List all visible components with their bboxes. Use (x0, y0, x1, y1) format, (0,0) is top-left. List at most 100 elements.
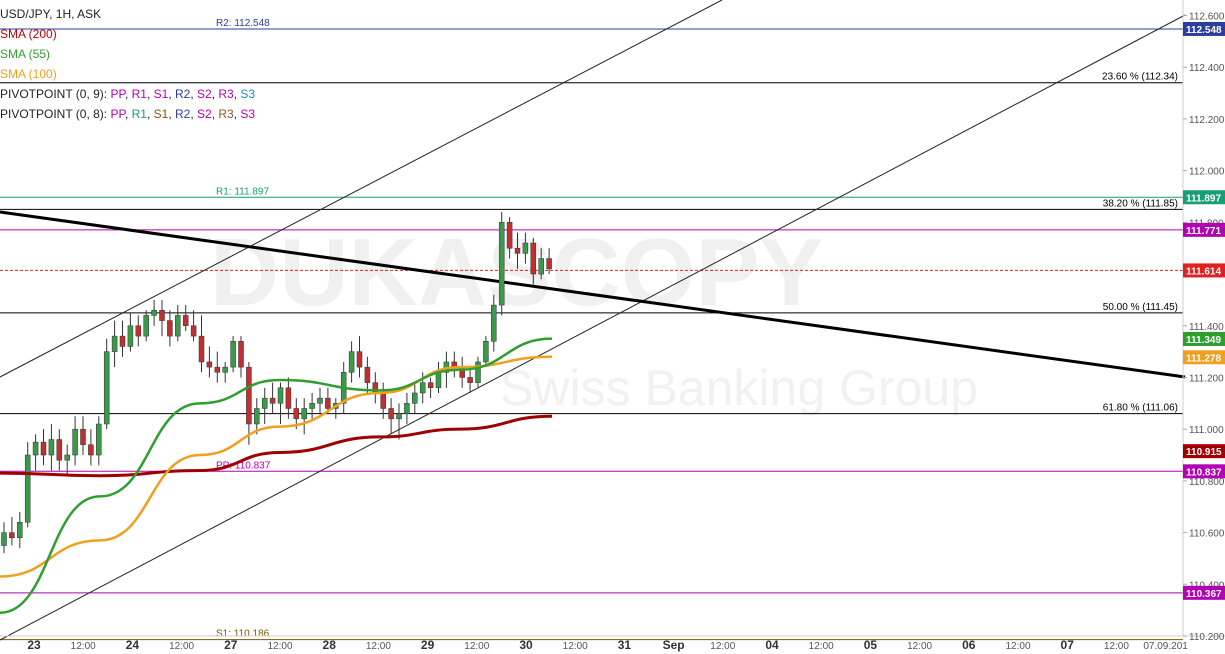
legend-pivot1[interactable]: PIVOTPOINT (0, 9): PP, R1, S1, R2, S2, R… (0, 84, 255, 104)
candle-body (48, 439, 55, 456)
candle-body (214, 366, 221, 373)
x-tick-label: 12:00 (809, 641, 834, 652)
legend-pivot-item: S2 (197, 107, 212, 121)
candle-body (404, 403, 410, 414)
candle-body (127, 325, 134, 347)
candle-body (64, 454, 70, 461)
price-tag (1183, 190, 1225, 205)
y-tick-label: 112.600 (1189, 12, 1225, 23)
x-tick-label: 29 (421, 638, 435, 652)
y-tick-label: 112.400 (1189, 63, 1225, 74)
x-tick-label: 12:00 (267, 641, 292, 652)
legend-pivot-item: , (146, 87, 154, 101)
candle-body (72, 428, 78, 456)
candle-body (32, 441, 39, 456)
price-tag-label: 110.837 (1186, 467, 1222, 478)
candle-body (9, 532, 15, 539)
price-tag (1183, 350, 1225, 365)
legend-pivot-item: , (190, 87, 197, 101)
level-label: 38.20 % (111.85) (1103, 198, 1178, 209)
horizontal-levels: R2: 112.548 23.60 % (112.34) R1: 111.897 38… (0, 18, 1183, 641)
candle-body (24, 454, 31, 523)
legend-pivot-item: , (124, 87, 132, 101)
price-tag (1183, 222, 1225, 237)
x-tick-label: Sep (663, 638, 685, 652)
candle-body (175, 315, 181, 337)
price-tag (1183, 263, 1225, 278)
candle-body (230, 341, 236, 368)
x-tick-label: 12:00 (907, 641, 932, 652)
legend-pivot-item: R3 (218, 87, 234, 101)
candle-body (96, 423, 102, 456)
legend-pivot-item: , (233, 107, 241, 121)
price-tag (1183, 331, 1225, 346)
candle-body (40, 441, 47, 456)
candle-body (167, 320, 173, 337)
candle-body (206, 361, 213, 368)
watermark-brand: DUKASCOPY (210, 219, 823, 326)
legend-pivot2-prefix: PIVOTPOINT (0, 8): (0, 107, 111, 121)
candle-body (483, 341, 489, 363)
channel-lower-line (0, 14, 1186, 641)
x-tick-label: 12:00 (1104, 641, 1129, 652)
x-tick-label: 12:00 (563, 641, 588, 652)
y-tick-label: 110.600 (1189, 529, 1225, 540)
price-tag-label: 111.614 (1186, 266, 1221, 277)
downtrend-line (0, 210, 1186, 379)
sma100-line (0, 355, 553, 578)
candle-body (80, 428, 86, 445)
candle-body (56, 439, 63, 461)
x-tick-label: 12:00 (71, 641, 96, 652)
candle-body (522, 242, 529, 254)
legend-pivot-item: S3 (240, 107, 256, 121)
candle-body (380, 392, 386, 409)
sma200-line (0, 414, 553, 478)
candle-body (88, 444, 94, 456)
y-tick-label: 111.400 (1189, 322, 1224, 333)
legend-pivot-item: R1 (131, 107, 147, 121)
legend-pivot-item: S3 (240, 87, 256, 101)
trend-lines (0, 0, 1186, 641)
legend-pivot-item: , (124, 107, 132, 121)
legend-pivot-item: , (233, 87, 241, 101)
candle-body (135, 325, 142, 337)
candle-body (111, 335, 118, 352)
price-tag-label: 110.367 (1186, 589, 1222, 600)
candle-body (17, 521, 23, 539)
x-tick-label: 07.09.201 (1143, 641, 1188, 652)
candle-body (143, 315, 149, 337)
candle-body (427, 382, 434, 389)
level-label: PP: 110.837 (216, 460, 271, 471)
candle-body (396, 413, 402, 420)
level-label: R1: 111.897 (216, 186, 269, 197)
legend-sma55[interactable]: SMA (55) (0, 47, 51, 61)
legend-pivot-item: S1 (153, 87, 169, 101)
x-tick-label: 24 (126, 638, 140, 652)
legend-pivot-item: S2 (197, 87, 212, 101)
y-tick-label: 110.400 (1189, 580, 1225, 591)
candle-body (412, 392, 418, 404)
candle-body (293, 408, 300, 420)
sma55-line (0, 337, 553, 614)
legend-sma200[interactable]: SMA (200) (0, 27, 57, 41)
legend-pivot-item: , (211, 107, 219, 121)
x-tick-label: 04 (765, 638, 779, 652)
candle-body (419, 382, 426, 394)
candle-body (317, 397, 323, 404)
price-tag-label: 110.915 (1186, 447, 1222, 458)
candle-body (1, 532, 7, 546)
x-tick-label: 05 (864, 638, 878, 652)
candle-body (277, 387, 284, 404)
candle-body (159, 309, 165, 321)
legend-pivot-item: , (168, 87, 175, 101)
legend-pivot-item: S1 (153, 107, 169, 121)
candle-body (285, 387, 292, 409)
legend-pivot2[interactable]: PIVOTPOINT (0, 8): PP, R1, S1, R2, S2, R… (0, 104, 255, 124)
candle-body (364, 366, 371, 383)
candle-body (514, 247, 521, 254)
legend-sma100[interactable]: SMA (100) (0, 67, 57, 81)
y-tick-label: 112.000 (1189, 167, 1225, 178)
level-label: S1: 110.186 (216, 629, 270, 640)
y-tick-label: 111.200 (1189, 373, 1224, 384)
